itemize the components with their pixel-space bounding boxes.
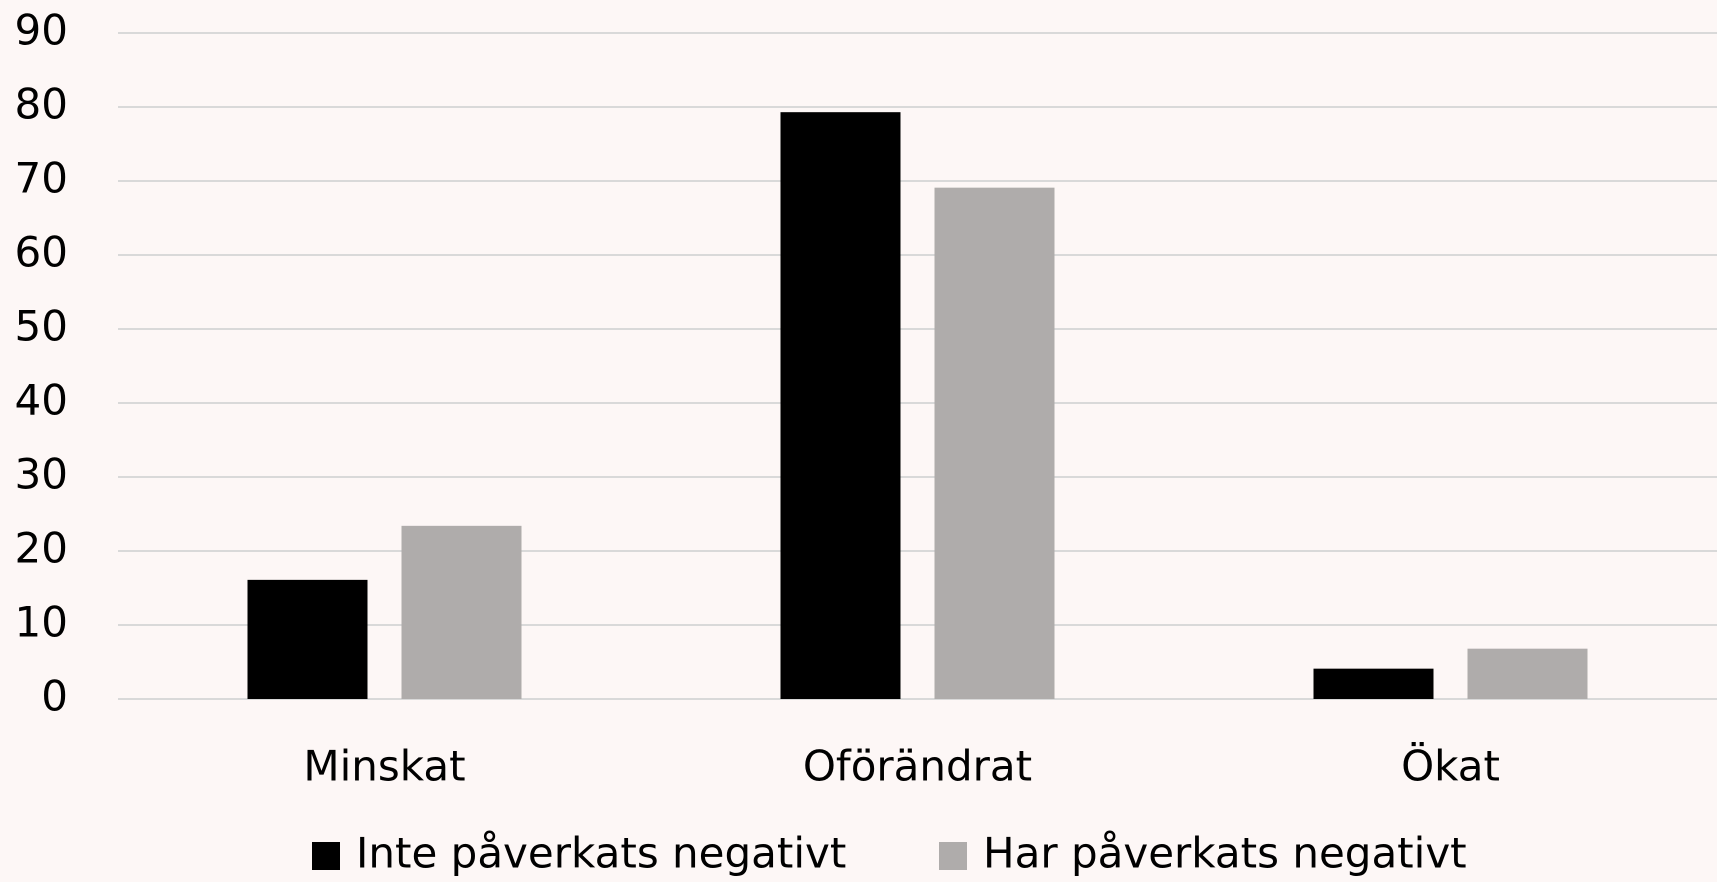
x-tick-label: Oförändrat — [803, 742, 1032, 791]
y-tick-label: 70 — [15, 154, 68, 203]
bar — [247, 579, 368, 699]
y-tick-label: 60 — [15, 228, 68, 277]
legend-swatch — [312, 842, 340, 870]
y-tick-label: 30 — [15, 450, 68, 499]
bar — [401, 525, 522, 699]
y-tick-label: 50 — [15, 302, 68, 351]
bar — [1467, 648, 1588, 699]
y-tick-label: 20 — [15, 524, 68, 573]
y-tick-label: 90 — [15, 6, 68, 55]
legend-swatch — [939, 842, 967, 870]
y-tick-label: 10 — [15, 598, 68, 647]
legend-label: Har påverkats negativt — [983, 829, 1467, 878]
bar — [934, 187, 1055, 699]
x-tick-label: Minskat — [303, 742, 465, 791]
y-tick-label: 40 — [15, 376, 68, 425]
y-tick-label: 0 — [41, 672, 68, 721]
x-tick-label: Ökat — [1401, 741, 1500, 791]
legend-label: Inte påverkats negativt — [356, 829, 846, 878]
bar — [1313, 668, 1434, 699]
bar — [780, 112, 901, 700]
y-tick-label: 80 — [15, 80, 68, 129]
